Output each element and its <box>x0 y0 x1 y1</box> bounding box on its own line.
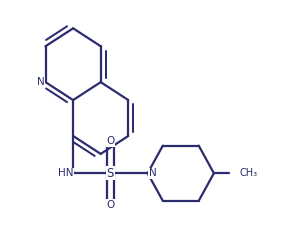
Text: O: O <box>106 200 115 210</box>
Text: CH₃: CH₃ <box>240 168 258 178</box>
Text: S: S <box>107 167 114 180</box>
Text: HN: HN <box>58 168 73 178</box>
Text: O: O <box>106 137 115 146</box>
Text: N: N <box>149 168 156 178</box>
Text: N: N <box>37 77 44 87</box>
